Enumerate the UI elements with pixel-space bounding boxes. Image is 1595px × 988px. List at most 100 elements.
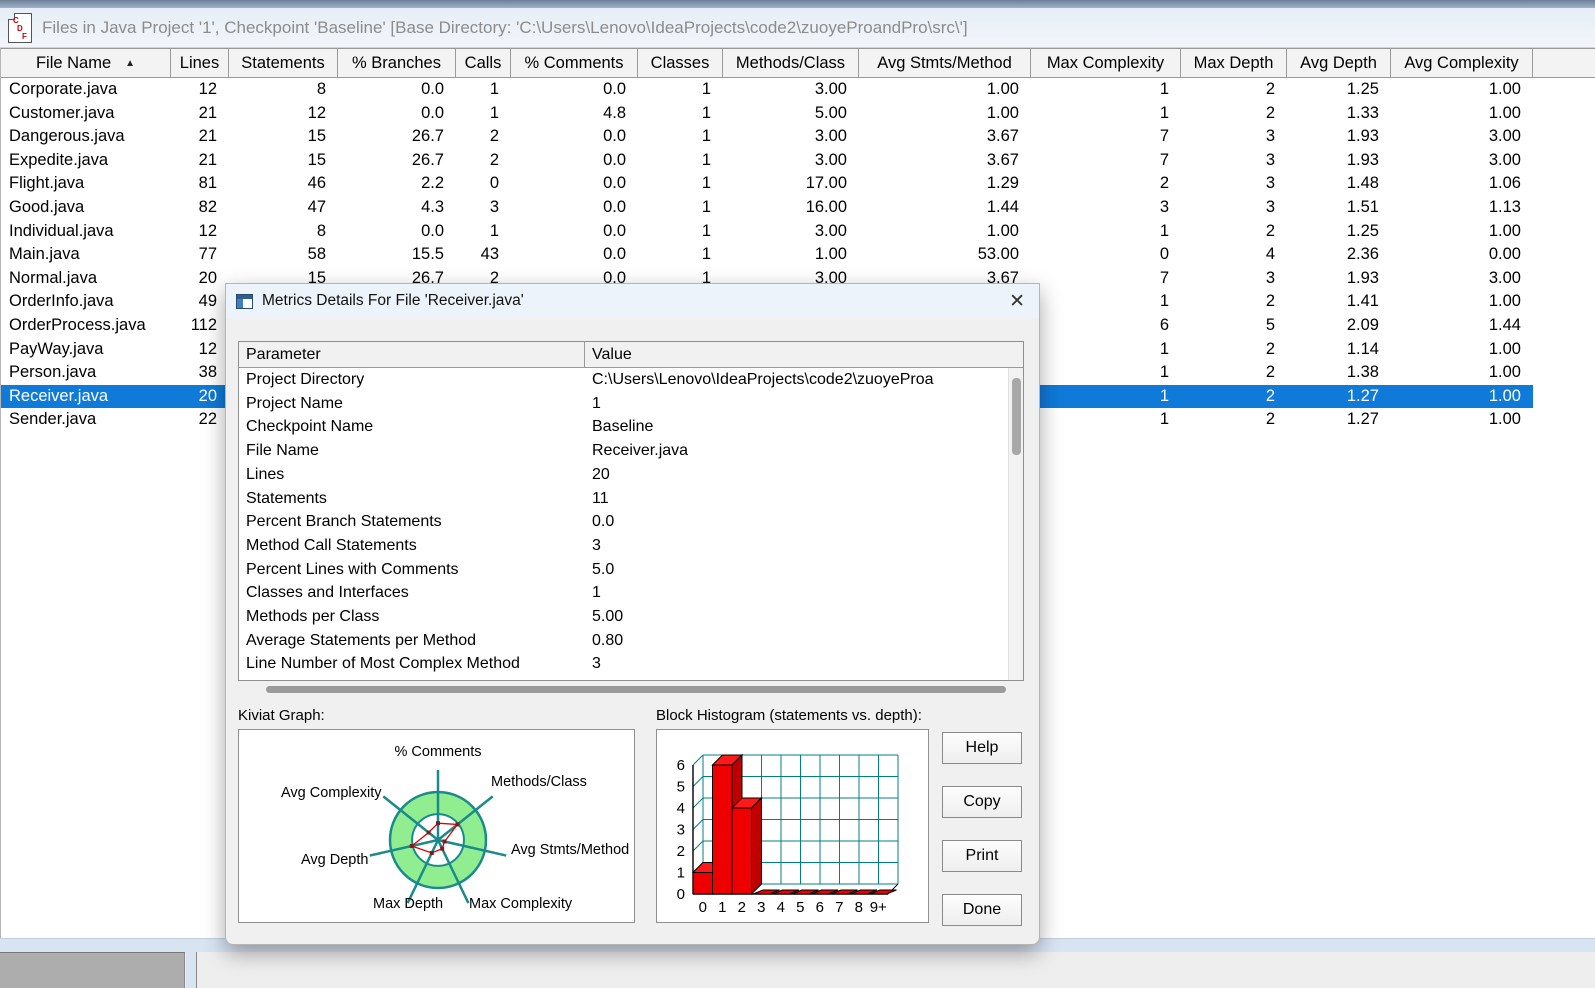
metric-cell: 1.93 xyxy=(1346,127,1379,146)
metric-cell: 4.8 xyxy=(603,103,626,122)
window-top-edge xyxy=(0,0,1595,8)
file-name-cell: Sender.java xyxy=(9,410,97,429)
metric-cell: 1.13 xyxy=(1488,198,1521,216)
histogram-xtick: 0 xyxy=(699,899,707,916)
column-header-lines[interactable]: Lines xyxy=(171,48,229,78)
parameter-value: Receiver.java xyxy=(592,442,689,460)
table-row[interactable]: OrderProcess.java 112 6 5 2.09 1.44 xyxy=(1,314,1533,338)
metric-cell: 1.00 xyxy=(814,245,847,264)
details-row: Checkpoint Name Baseline xyxy=(239,415,1009,439)
metric-cell: 53.00 xyxy=(977,245,1019,264)
close-icon[interactable]: ✕ xyxy=(1009,290,1025,312)
table-row[interactable]: Normal.java 20 15 26.7 2 0.0 1 3.00 3.67 7 3 1.93 3.… xyxy=(1,267,1533,291)
metric-cell: 1 xyxy=(489,80,499,98)
column-header-methods-class[interactable]: Methods/Class xyxy=(723,48,859,78)
metric-cell: 3.67 xyxy=(986,150,1019,169)
metric-cell: 1.44 xyxy=(1488,316,1521,334)
histogram-xtick: 3 xyxy=(757,899,765,916)
metric-cell: 2 xyxy=(489,268,499,287)
metric-cell: 12 xyxy=(198,80,217,98)
table-row[interactable]: PayWay.java 12 1 2 1.14 1.00 xyxy=(1,338,1533,362)
metric-cell: 1 xyxy=(1159,80,1169,98)
metric-cell: 15 xyxy=(307,150,326,169)
metric-cell: 3.00 xyxy=(814,80,847,98)
help-button[interactable]: Help xyxy=(942,732,1022,764)
details-vertical-scrollbar[interactable] xyxy=(1008,368,1023,680)
table-row[interactable]: Dangerous.java 21 15 26.7 2 0.0 1 3.00 3.67 7 3 1.9… xyxy=(1,125,1533,149)
details-row: Percent Lines with Comments 5.0 xyxy=(239,558,1009,582)
kiviat-label: Kiviat Graph: xyxy=(238,707,325,724)
table-row[interactable]: Expedite.java 21 15 26.7 2 0.0 1 3.00 3.67 7 3 1.93… xyxy=(1,149,1533,173)
column-header-classes[interactable]: Classes xyxy=(638,48,723,78)
column-header-statements[interactable]: Statements xyxy=(229,48,338,78)
parameter-value: 1 xyxy=(592,584,601,602)
metric-cell: 3 xyxy=(489,198,499,216)
metric-cell: 3 xyxy=(1265,127,1275,146)
table-row[interactable]: OrderInfo.java 49 1 2 1.41 1.00 xyxy=(1,290,1533,314)
parameter-name: Classes and Interfaces xyxy=(246,584,409,602)
table-row[interactable]: Person.java 38 1 2 1.38 1.00 xyxy=(1,361,1533,385)
table-row[interactable]: Good.java 82 47 4.3 3 0.0 1 16.00 1.44 3 3 1.51 1.13 xyxy=(1,196,1533,220)
metric-cell: 1 xyxy=(489,103,499,122)
column-header--branches[interactable]: % Branches xyxy=(338,48,456,78)
metric-cell: 17.00 xyxy=(805,174,847,193)
table-row[interactable]: Sender.java 22 1 2 1.27 1.00 xyxy=(1,408,1533,432)
metric-cell: 1.25 xyxy=(1346,221,1379,240)
print-button[interactable]: Print xyxy=(942,840,1022,872)
metric-cell: 3.00 xyxy=(814,127,847,146)
histogram-label: Block Histogram (statements vs. depth): xyxy=(656,707,922,724)
column-header-max-depth[interactable]: Max Depth xyxy=(1181,48,1287,78)
metric-cell: 1 xyxy=(701,268,711,287)
metric-cell: 3.00 xyxy=(1488,268,1521,287)
parameter-value: 1 xyxy=(592,394,601,412)
column-header-file-name[interactable]: File Name ▲ xyxy=(1,48,171,78)
metric-cell: 3.00 xyxy=(1488,150,1521,169)
column-header-avg-complexity[interactable]: Avg Complexity xyxy=(1391,48,1533,78)
column-header-calls[interactable]: Calls xyxy=(456,48,511,78)
metric-cell: 0.0 xyxy=(603,174,626,193)
parameter-name: Methods per Class xyxy=(246,608,380,625)
metric-cell: 1 xyxy=(701,150,711,169)
table-row[interactable]: Corporate.java 12 8 0.0 1 0.0 1 3.00 1.00 1 2 1.25 1… xyxy=(1,78,1533,102)
details-col-parameter[interactable]: Parameter xyxy=(239,342,585,368)
details-row: Line Number of Most Complex Method 3 xyxy=(239,652,1009,676)
copy-button[interactable]: Copy xyxy=(942,786,1022,818)
metric-cell: 5 xyxy=(1265,316,1275,334)
column-header-max-complexity[interactable]: Max Complexity xyxy=(1031,48,1181,78)
metric-cell: 3.00 xyxy=(814,150,847,169)
metric-cell: 0.0 xyxy=(421,80,444,98)
metric-cell: 4 xyxy=(1265,245,1275,264)
column-header-empty xyxy=(1533,48,1595,78)
metric-cell: 0.0 xyxy=(603,198,626,216)
table-row[interactable]: Customer.java 21 12 0.0 1 4.8 1 5.00 1.00 1 2 1.33 1… xyxy=(1,102,1533,126)
column-header-avg-depth[interactable]: Avg Depth xyxy=(1287,48,1391,78)
column-header--comments[interactable]: % Comments xyxy=(511,48,638,78)
metric-cell: 16.00 xyxy=(805,198,847,216)
metric-cell: 1.00 xyxy=(1488,292,1521,311)
metric-cell: 2 xyxy=(1265,103,1275,122)
details-vscroll-thumb[interactable] xyxy=(1012,378,1021,455)
parameter-name: Method Call Statements xyxy=(246,536,417,554)
table-row[interactable]: Flight.java 81 46 2.2 0 0.0 1 17.00 1.29 2 3 1.48 1.… xyxy=(1,172,1533,196)
column-header-avg-stmts-method[interactable]: Avg Stmts/Method xyxy=(859,48,1031,78)
metric-cell: 1 xyxy=(1159,386,1169,405)
metric-cell: 1.06 xyxy=(1488,174,1521,193)
table-row[interactable]: Individual.java 12 8 0.0 1 0.0 1 3.00 1.00 1 2 1.25… xyxy=(1,220,1533,244)
metric-cell: 2.2 xyxy=(421,174,444,193)
metric-cell: 1 xyxy=(701,221,711,240)
table-row[interactable]: Main.java 77 58 15.5 43 0.0 1 1.00 53.00 0 4 2.36 0.… xyxy=(1,243,1533,267)
metric-cell: 1 xyxy=(701,103,711,122)
horizontal-scrollbar-thumb[interactable] xyxy=(0,952,185,988)
details-horizontal-scrollbar[interactable] xyxy=(266,686,1006,693)
metric-cell: 0.0 xyxy=(603,127,626,146)
metric-cell: 1.00 xyxy=(986,221,1019,240)
metric-cell: 0.0 xyxy=(603,268,626,287)
metric-cell: 21 xyxy=(198,150,217,169)
details-col-value[interactable]: Value xyxy=(592,346,632,363)
histogram-ytick: 4 xyxy=(677,800,685,817)
metric-cell: 1.00 xyxy=(1488,363,1521,382)
metric-cell: 7 xyxy=(1159,268,1169,287)
details-row: Project Name 1 xyxy=(239,392,1009,416)
metric-cell: 26.7 xyxy=(411,268,444,287)
done-button[interactable]: Done xyxy=(942,894,1022,926)
